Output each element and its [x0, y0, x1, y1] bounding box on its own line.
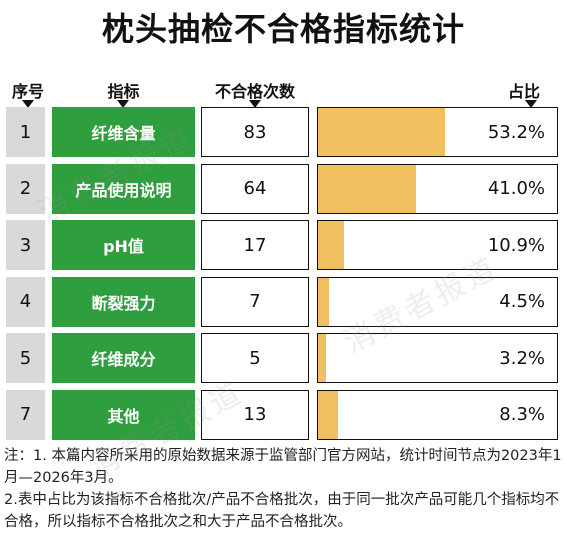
column-header-seq: 序号	[11, 82, 44, 101]
header-arrow-count	[249, 100, 261, 108]
share-bar	[318, 277, 329, 326]
share-label: 10.9%	[487, 234, 545, 256]
row-seq: 7	[6, 389, 45, 440]
row-seq: 3	[6, 220, 45, 270]
column-header-indicator: 指标	[107, 82, 140, 101]
column-header-count: 不合格次数	[214, 82, 295, 101]
row-count: 64	[201, 163, 309, 214]
row-indicator: 其他	[52, 389, 195, 440]
row-indicator: 纤维含量	[52, 107, 195, 157]
row-count: 13	[201, 389, 309, 440]
table-row: 3 pH值 17 10.9%	[0, 220, 567, 270]
table-row: 1 纤维含量 83 53.2%	[0, 107, 567, 157]
share-bar	[318, 164, 416, 213]
chart-title: 枕头抽检不合格指标统计	[101, 10, 465, 48]
footnote-2: 2.表中占比为该指标不合格批次/产品不合格批次，由于同一批次产品可能几个指标均不…	[4, 492, 560, 530]
row-share-cell: 4.5%	[317, 276, 558, 327]
row-indicator: 断裂强力	[52, 276, 195, 327]
table-row: 5 纤维成分 5 3.2%	[0, 333, 567, 383]
row-count: 83	[201, 107, 309, 157]
row-indicator: 纤维成分	[52, 333, 195, 383]
header-arrow-indicator	[117, 100, 129, 108]
share-bar	[318, 221, 344, 269]
table-row: 4 断裂强力 7 4.5%	[0, 276, 567, 327]
share-bar	[318, 108, 445, 156]
row-share-cell: 10.9%	[317, 220, 558, 270]
share-label: 41.0%	[487, 178, 545, 199]
row-count: 5	[201, 333, 309, 383]
row-share-cell: 8.3%	[317, 389, 558, 440]
row-share-cell: 3.2%	[317, 333, 558, 383]
row-count: 7	[201, 276, 309, 327]
row-seq: 2	[6, 163, 45, 214]
share-label: 53.2%	[487, 121, 545, 143]
column-header-share: 占比	[507, 82, 540, 101]
table-row: 2 产品使用说明 64 41.0%	[0, 163, 567, 214]
row-share-cell: 53.2%	[317, 107, 558, 157]
row-indicator: pH值	[52, 220, 195, 270]
row-share-cell: 41.0%	[317, 163, 558, 214]
share-bar	[318, 334, 326, 382]
row-count: 17	[201, 220, 309, 270]
share-label: 4.5%	[499, 291, 545, 312]
share-label: 8.3%	[499, 404, 545, 425]
header-arrow-seq	[22, 100, 34, 108]
row-seq: 5	[6, 333, 45, 383]
share-bar	[318, 390, 338, 439]
share-label: 3.2%	[499, 347, 545, 369]
footnote-1: 注：1. 本篇内容所采用的原始数据来源于监管部门官方网站，统计时间节点为2023…	[4, 448, 562, 486]
row-seq: 4	[6, 276, 45, 327]
row-seq: 1	[6, 107, 45, 157]
header-arrow-share	[525, 100, 537, 108]
row-indicator: 产品使用说明	[52, 163, 195, 214]
table-row: 7 其他 13 8.3%	[0, 389, 567, 440]
